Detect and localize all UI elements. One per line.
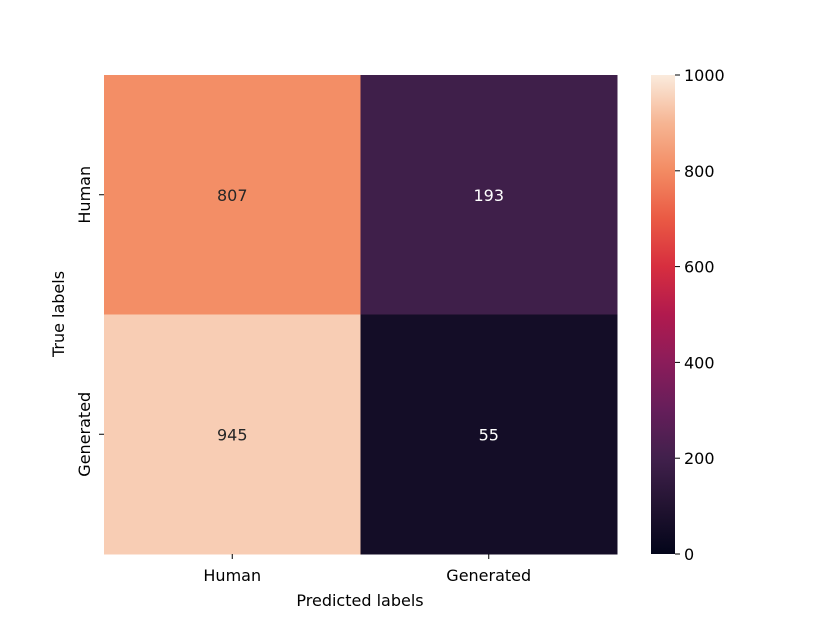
colorbar-ticks: 0 200 400 600 800 1000	[675, 66, 725, 564]
x-tick-label: Human	[203, 566, 261, 585]
heatmap-cell	[360, 314, 618, 555]
colorbar: 0 200 400 600 800 1000	[651, 66, 725, 564]
colorbar-tick-label: 800	[684, 162, 715, 181]
heatmap-cell	[104, 75, 361, 315]
cell-value-label: 193	[473, 186, 504, 205]
heatmap-cell	[360, 75, 618, 315]
y-axis: Human Generated	[75, 166, 104, 477]
heatmap-cell	[104, 314, 361, 555]
colorbar-tick-label: 0	[684, 545, 694, 564]
colorbar-tick-label: 600	[684, 258, 715, 277]
cell-value-label: 807	[217, 186, 248, 205]
colorbar-tick-label: 400	[684, 353, 715, 372]
x-tick-label: Generated	[446, 566, 531, 585]
heatmap-cells	[104, 75, 618, 555]
cell-value-label: 945	[217, 425, 248, 444]
colorbar-tick-label: 200	[684, 449, 715, 468]
cell-value-labels: 807 193 945 55	[217, 186, 504, 445]
y-axis-label: True labels	[49, 271, 68, 358]
x-axis: Human Generated	[203, 554, 531, 585]
y-tick-label: Human	[75, 166, 94, 224]
y-tick-label: Generated	[75, 392, 94, 477]
x-axis-label: Predicted labels	[296, 591, 423, 610]
colorbar-gradient	[651, 75, 675, 554]
colorbar-tick-label: 1000	[684, 66, 725, 85]
cell-value-label: 55	[479, 425, 499, 444]
